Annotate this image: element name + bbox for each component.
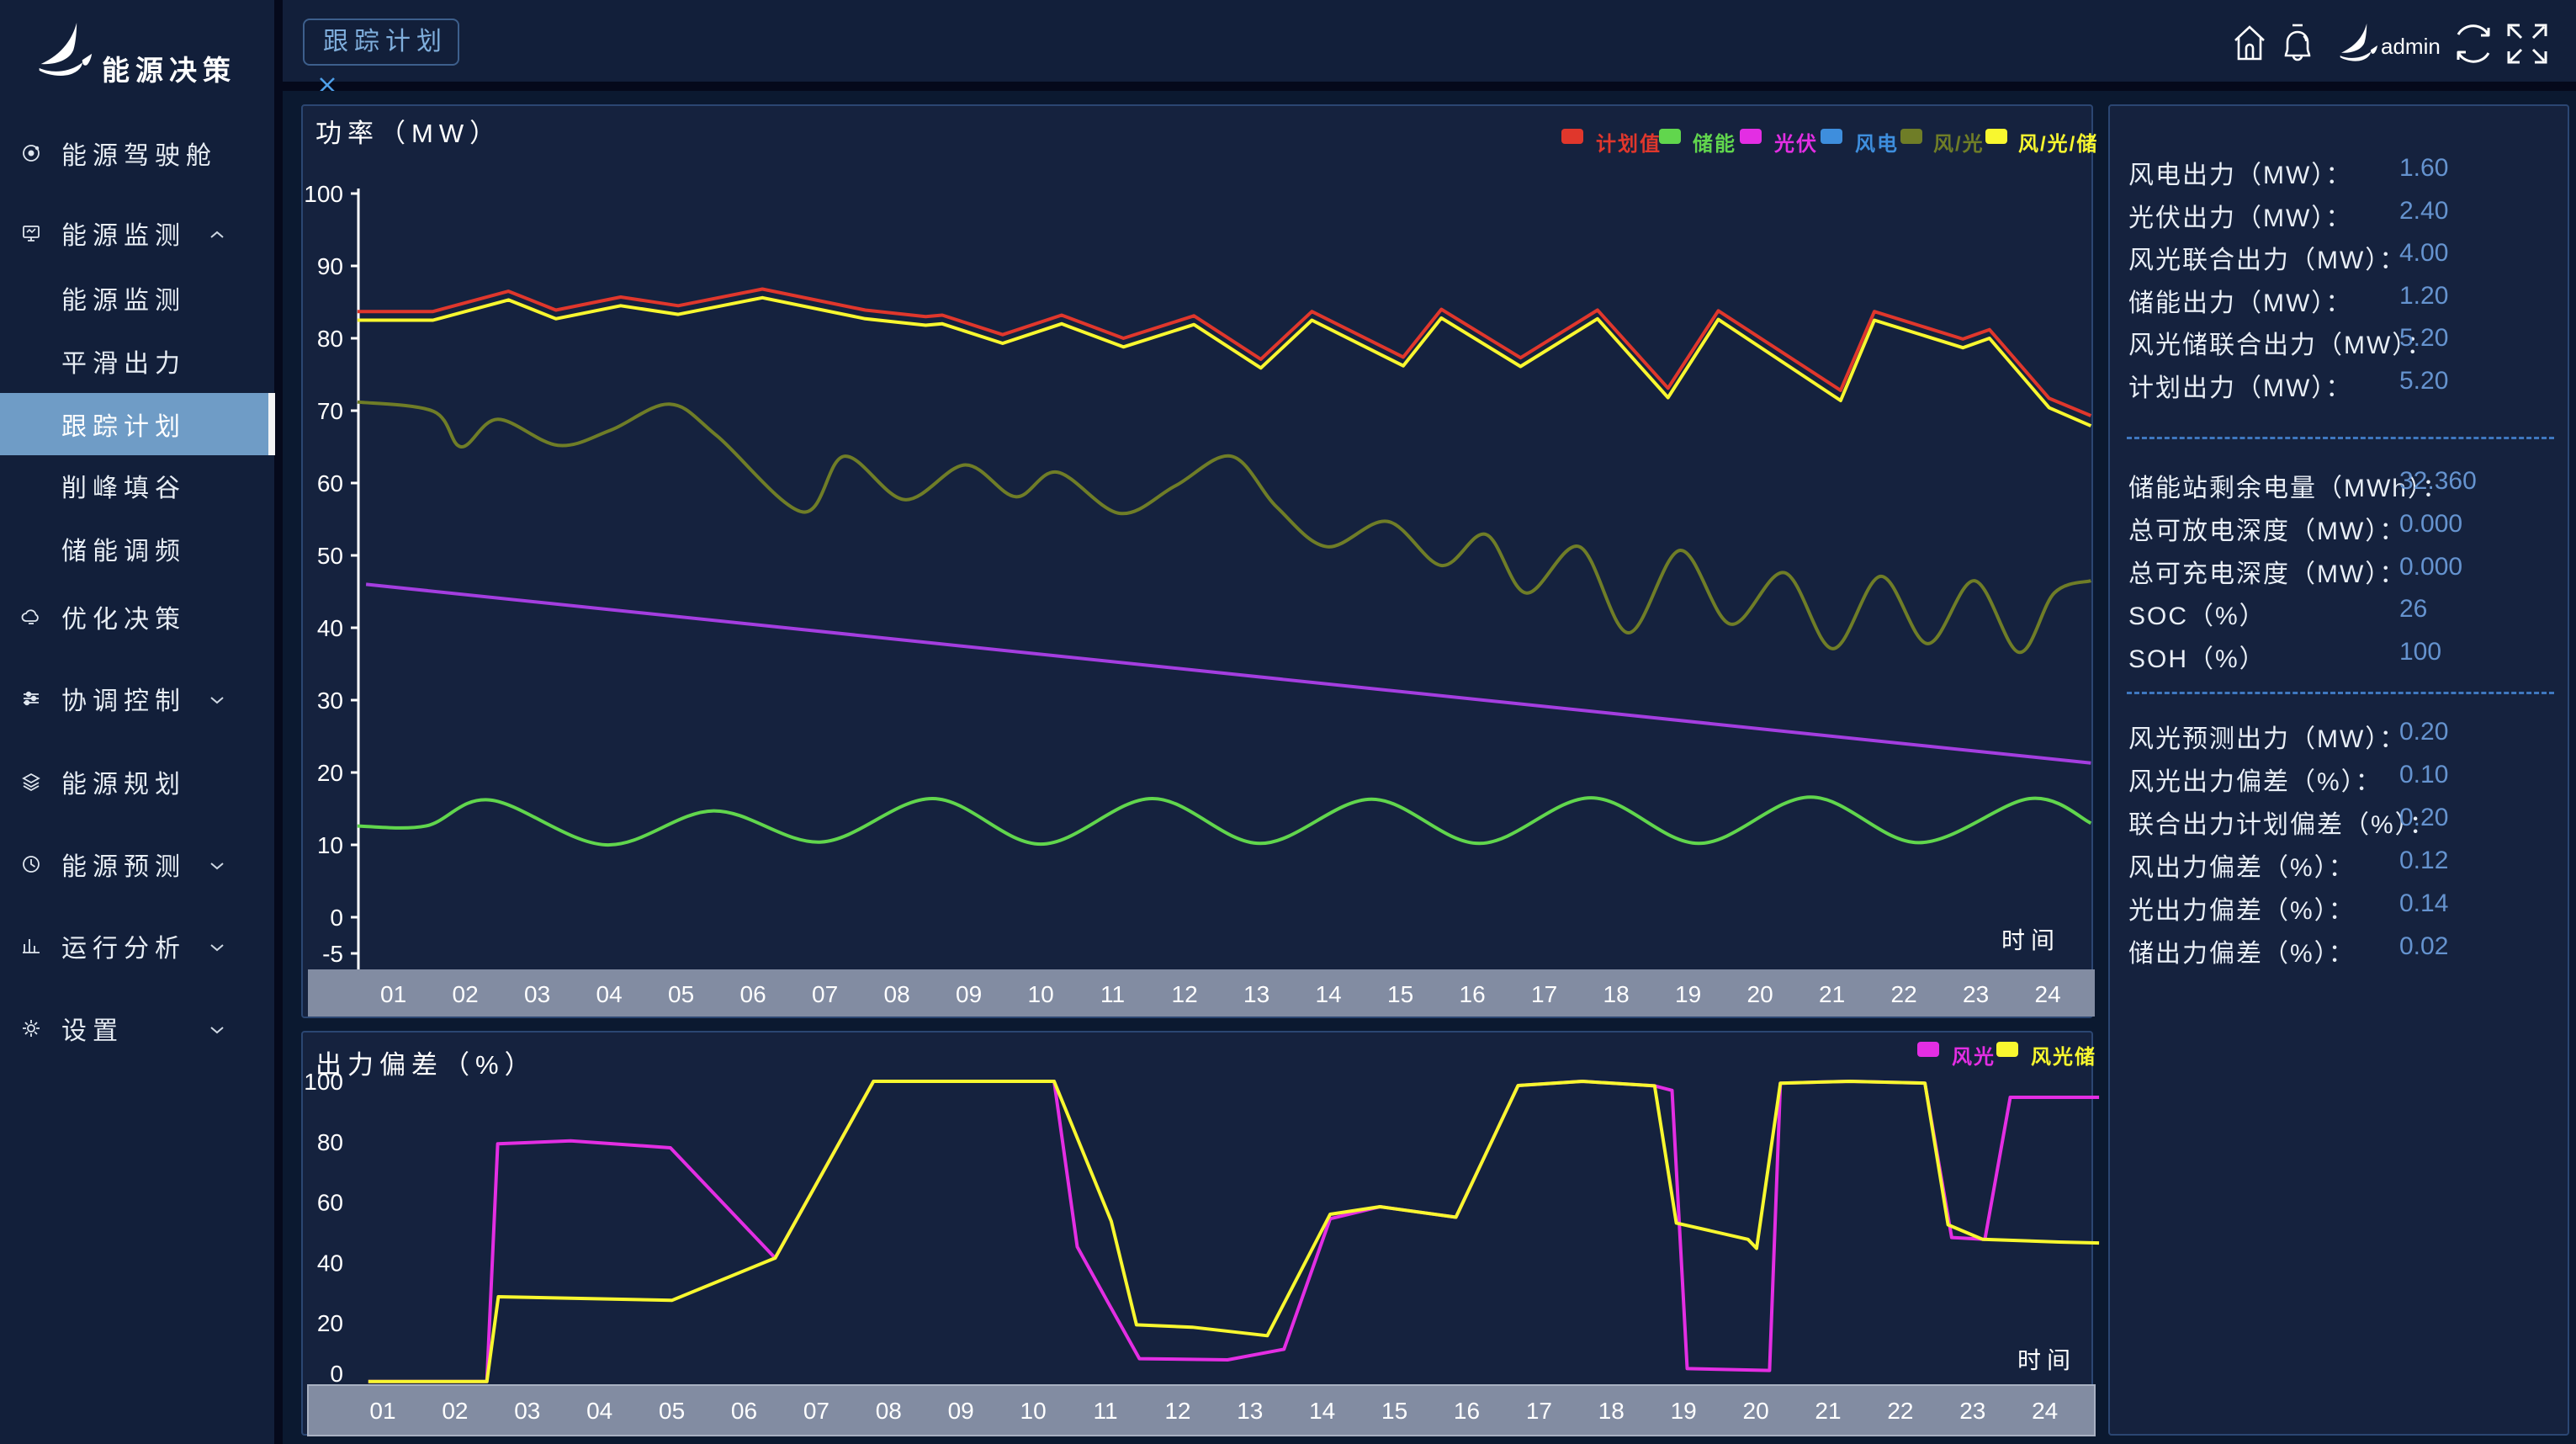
svg-text:15: 15	[1381, 1398, 1407, 1424]
svg-text:24: 24	[2035, 981, 2061, 1007]
svg-text:90: 90	[317, 253, 343, 279]
svg-text:15: 15	[1387, 981, 1413, 1007]
svg-text:01: 01	[380, 981, 406, 1007]
svg-text:01: 01	[369, 1398, 395, 1424]
svg-text:20: 20	[317, 1310, 343, 1336]
svg-text:30: 30	[317, 687, 343, 714]
svg-text:60: 60	[317, 470, 343, 496]
svg-text:21: 21	[1819, 981, 1845, 1007]
svg-text:19: 19	[1671, 1398, 1697, 1424]
svg-text:03: 03	[514, 1398, 540, 1424]
svg-text:05: 05	[659, 1398, 685, 1424]
svg-text:80: 80	[317, 326, 343, 352]
svg-text:23: 23	[1959, 1398, 1985, 1424]
svg-text:07: 07	[803, 1398, 830, 1424]
svg-text:20: 20	[317, 760, 343, 786]
svg-text:12: 12	[1164, 1398, 1190, 1424]
svg-text:40: 40	[317, 615, 343, 641]
svg-text:10: 10	[317, 832, 343, 858]
svg-text:23: 23	[1963, 981, 1989, 1007]
svg-text:80: 80	[317, 1129, 343, 1155]
svg-text:11: 11	[1100, 981, 1125, 1007]
svg-text:22: 22	[1891, 981, 1917, 1007]
svg-text:100: 100	[304, 181, 343, 207]
svg-text:02: 02	[442, 1398, 468, 1424]
svg-text:08: 08	[884, 981, 910, 1007]
svg-text:时间: 时间	[2017, 1347, 2076, 1373]
svg-text:100: 100	[304, 1069, 343, 1095]
svg-text:13: 13	[1237, 1398, 1263, 1424]
svg-text:16: 16	[1460, 981, 1486, 1007]
svg-text:50: 50	[317, 543, 343, 569]
svg-text:13: 13	[1243, 981, 1269, 1007]
svg-text:22: 22	[1887, 1398, 1913, 1424]
svg-text:04: 04	[586, 1398, 612, 1424]
svg-text:70: 70	[317, 398, 343, 424]
svg-text:03: 03	[524, 981, 550, 1007]
svg-text:17: 17	[1526, 1398, 1552, 1424]
svg-text:17: 17	[1531, 981, 1557, 1007]
svg-text:04: 04	[596, 981, 623, 1007]
svg-text:07: 07	[812, 981, 838, 1007]
svg-text:11: 11	[1093, 1398, 1117, 1424]
svg-text:20: 20	[1747, 981, 1773, 1007]
svg-text:24: 24	[2032, 1398, 2058, 1424]
svg-text:14: 14	[1316, 981, 1342, 1007]
svg-text:02: 02	[453, 981, 479, 1007]
svg-text:-5: -5	[322, 941, 343, 967]
svg-text:09: 09	[956, 981, 982, 1007]
svg-text:18: 18	[1603, 981, 1630, 1007]
svg-text:12: 12	[1172, 981, 1198, 1007]
svg-text:10: 10	[1028, 981, 1054, 1007]
svg-text:14: 14	[1309, 1398, 1335, 1424]
svg-text:0: 0	[330, 1361, 343, 1387]
svg-text:08: 08	[876, 1398, 902, 1424]
svg-text:19: 19	[1675, 981, 1701, 1007]
svg-text:06: 06	[731, 1398, 757, 1424]
svg-text:10: 10	[1020, 1398, 1047, 1424]
svg-text:16: 16	[1454, 1398, 1480, 1424]
svg-text:60: 60	[317, 1190, 343, 1216]
svg-text:05: 05	[668, 981, 694, 1007]
svg-text:时间: 时间	[2001, 927, 2060, 953]
svg-text:06: 06	[740, 981, 766, 1007]
svg-text:18: 18	[1598, 1398, 1625, 1424]
svg-text:40: 40	[317, 1250, 343, 1276]
svg-text:21: 21	[1815, 1398, 1841, 1424]
svg-text:0: 0	[330, 905, 343, 931]
svg-text:09: 09	[948, 1398, 974, 1424]
svg-text:20: 20	[1743, 1398, 1769, 1424]
